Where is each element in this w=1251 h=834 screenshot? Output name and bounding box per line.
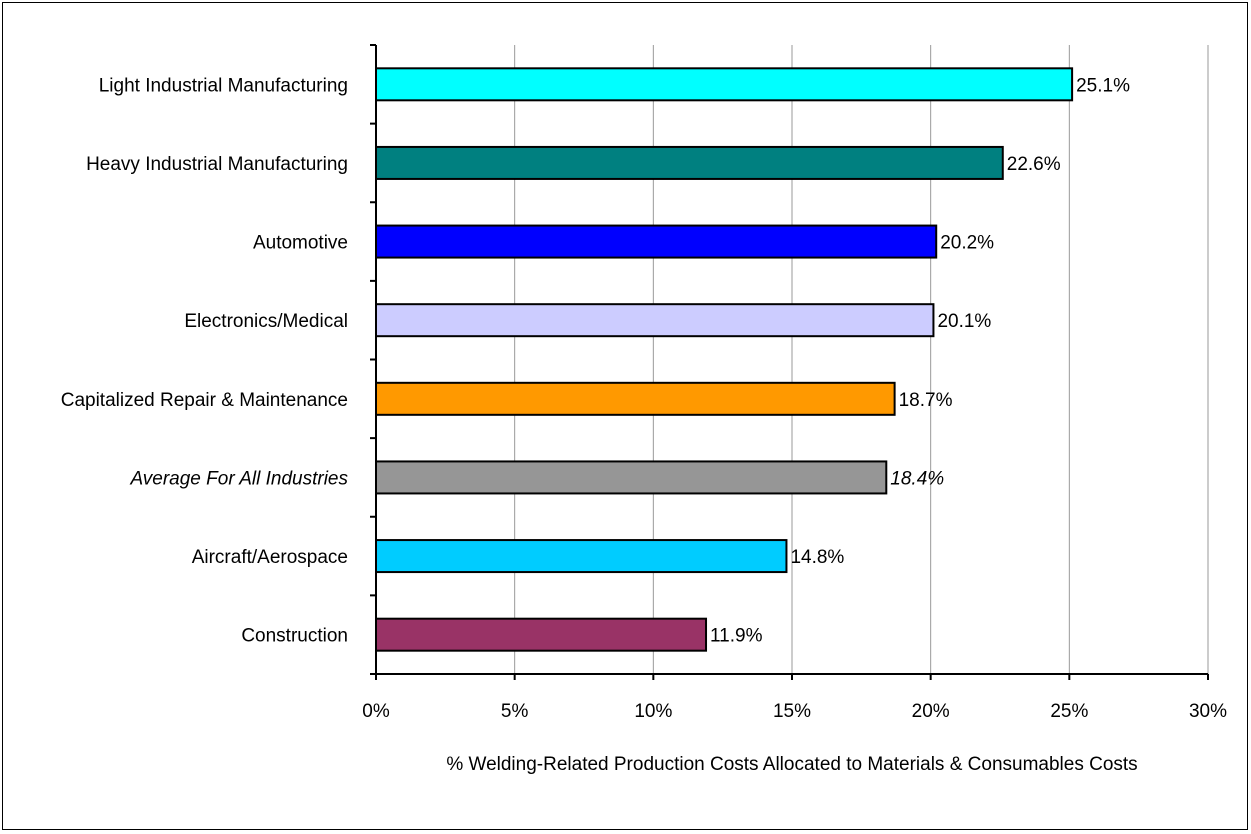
gridlines (514, 45, 1209, 674)
bar (375, 539, 788, 574)
data-label: 25.1% (1076, 75, 1130, 96)
data-label: 20.2% (940, 233, 994, 254)
x-tick-label: 30% (1189, 701, 1227, 722)
bar (375, 617, 708, 652)
bar (375, 303, 935, 338)
category-labels: Light Industrial Manufacturing Heavy Indu… (61, 75, 349, 646)
category-label: Construction (241, 626, 348, 647)
x-tick-label: 25% (1050, 701, 1088, 722)
category-label: Automotive (253, 233, 348, 254)
category-label: Capitalized Repair & Maintenance (61, 390, 348, 411)
bar (375, 460, 888, 495)
data-label: 20.1% (937, 311, 991, 332)
x-tick-label: 0% (362, 701, 390, 722)
data-label: 11.9% (710, 626, 763, 647)
data-label: 18.7% (899, 390, 953, 411)
x-tick-labels: 0% 5% 10% 15% 20% 25% 30% (362, 701, 1227, 722)
category-label: Light Industrial Manufacturing (99, 75, 348, 96)
data-labels: 25.1% 22.6% 20.2% 20.1% 18.7% 18.4% 14.8% 11.9% (710, 75, 1130, 646)
category-label: Average For All Industries (129, 468, 348, 489)
category-label: Electronics/Medical (184, 311, 348, 332)
bars (375, 67, 1074, 652)
x-tick-label: 10% (634, 701, 672, 722)
bar (375, 67, 1074, 102)
axes (370, 44, 1209, 680)
x-tick-label: 5% (501, 701, 529, 722)
data-label: 18.4% (890, 468, 944, 489)
x-tick-label: 20% (912, 701, 950, 722)
bar (375, 145, 1004, 180)
data-label: 14.8% (790, 547, 844, 568)
bar-chart: Light Industrial Manufacturing Heavy Indu… (61, 44, 1227, 775)
bar (375, 381, 896, 416)
category-label: Heavy Industrial Manufacturing (86, 154, 348, 175)
data-label: 22.6% (1007, 154, 1061, 175)
bar (375, 224, 938, 259)
x-tick-label: 15% (773, 701, 811, 722)
x-axis-title: % Welding-Related Production Costs Alloc… (446, 754, 1137, 775)
category-label: Aircraft/Aerospace (192, 547, 348, 568)
